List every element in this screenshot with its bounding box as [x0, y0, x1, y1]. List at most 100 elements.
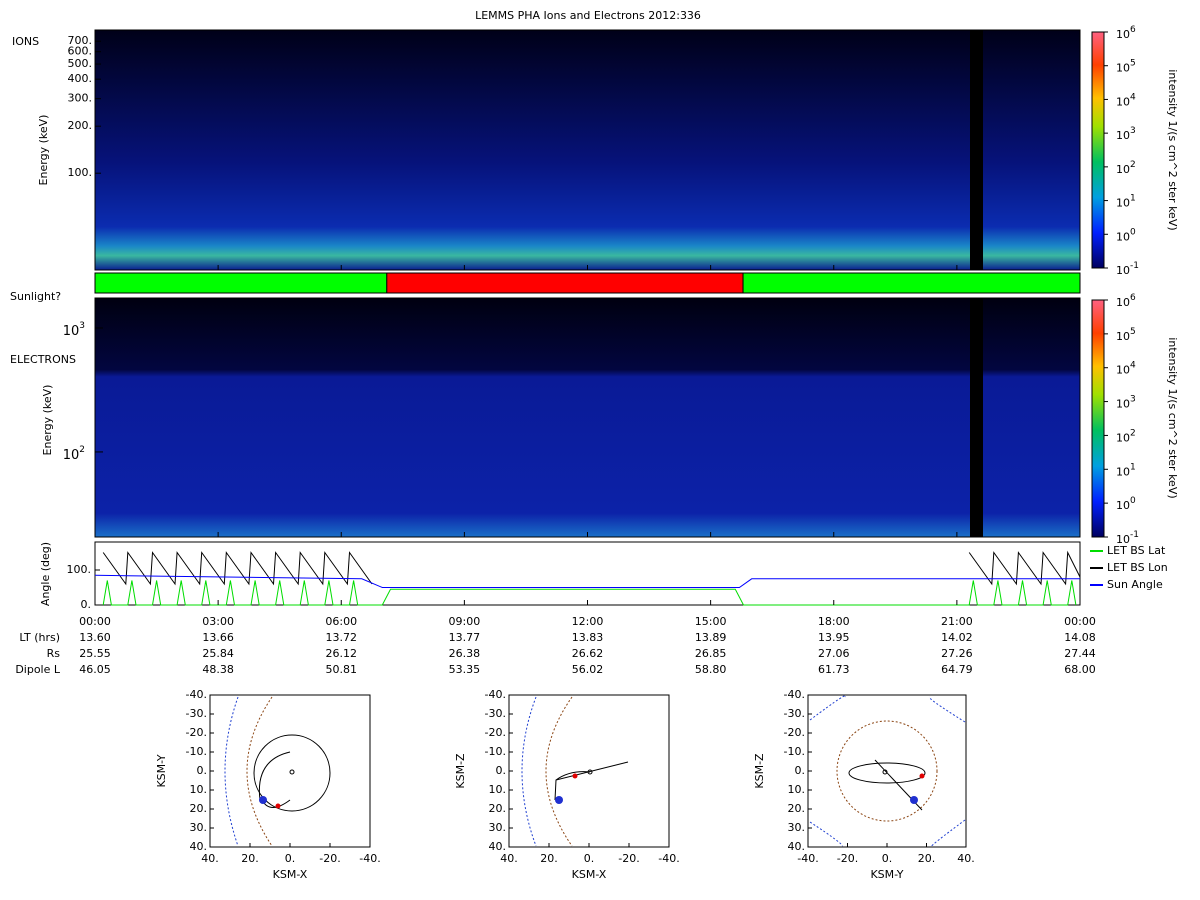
orbit-xlabel: KSM-X	[273, 868, 308, 881]
x-tick-label: 03:00	[202, 615, 234, 628]
tick-exponent: 2	[1130, 159, 1136, 169]
y-tick-label: 0.	[81, 598, 92, 611]
y-tick-label: 10.	[788, 783, 806, 796]
ephemeris-value: 48.38	[202, 663, 234, 676]
x-tick-label: 0.	[882, 852, 893, 865]
ephemeris-label: LT (hrs)	[19, 631, 60, 644]
y-tick-label: -10.	[784, 745, 805, 758]
y-tick-label: 700.	[68, 34, 93, 47]
ion-ylabel: Energy (keV)	[37, 115, 50, 186]
x-tick-label: 21:00	[941, 615, 973, 628]
ephemeris-value: 13.60	[79, 631, 111, 644]
angle-line	[102, 580, 1077, 606]
x-tick-label: 40.	[500, 852, 518, 865]
y-tick-label: 0.	[496, 764, 507, 777]
y-tick-label: 40.	[788, 840, 806, 853]
tick-exponent: 3	[79, 320, 85, 330]
tick-base: 10	[63, 447, 80, 462]
orbit-shapes	[224, 695, 966, 847]
tick-exponent: -1	[1130, 530, 1139, 540]
tick-base: 10	[1116, 330, 1130, 343]
tick-exponent: 5	[1130, 58, 1136, 68]
tick-base: 10	[1116, 364, 1130, 377]
tick-base: 10	[1116, 398, 1130, 411]
x-tick-label: -40.	[359, 852, 380, 865]
colorbar-label: intensity 1/(s cm^2 ster keV)	[1166, 69, 1179, 230]
y-tick-label: 100.	[68, 166, 93, 179]
x-tick-label: -20.	[618, 852, 639, 865]
y-tick-label: -40.	[485, 688, 506, 701]
tick-base: 10	[1116, 499, 1130, 512]
legend-label: Sun Angle	[1107, 578, 1163, 591]
tick-base: 10	[1116, 465, 1130, 478]
colorbar-label: intensity 1/(s cm^2 ster keV)	[1166, 337, 1179, 498]
x-tick-label: 06:00	[325, 615, 357, 628]
y-tick-label: 102	[63, 444, 85, 462]
electron-spectrogram	[95, 298, 1080, 537]
ephemeris-value: 25.55	[79, 647, 111, 660]
colorbar	[1091, 299, 1105, 538]
x-tick-label: -20.	[837, 852, 858, 865]
colorbar-tick-label: 102	[1116, 159, 1136, 176]
y-tick-label: 10.	[489, 783, 507, 796]
tick-exponent: 2	[79, 444, 85, 454]
x-tick-label: 20.	[540, 852, 558, 865]
ephemeris-label: Rs	[47, 647, 61, 660]
ephemeris-value: 27.26	[941, 647, 973, 660]
colorbar-tick-label: 100	[1116, 227, 1136, 244]
angle-frame	[94, 541, 1081, 606]
tick-base: 10	[63, 323, 80, 338]
y-tick-label: -20.	[784, 726, 805, 739]
colorbar-tick-label: 105	[1116, 58, 1136, 75]
angle-line	[94, 574, 1080, 588]
y-tick-label: 200.	[68, 119, 93, 132]
x-tick-label: -20.	[319, 852, 340, 865]
x-tick-label: 20.	[241, 852, 259, 865]
data-gap	[970, 298, 983, 537]
x-tick-label: 12:00	[572, 615, 604, 628]
ephemeris-value: 64.79	[941, 663, 973, 676]
ephemeris-value: 26.12	[326, 647, 358, 660]
sunlight-segment	[386, 272, 744, 294]
tick-exponent: 1	[1130, 462, 1136, 472]
tick-exponent: 4	[1130, 92, 1136, 102]
sunlight-label: Sunlight?	[10, 290, 61, 303]
colorbar-tick-label: 100	[1116, 496, 1136, 512]
ephemeris-value: 14.02	[941, 631, 973, 644]
y-tick-label: -20.	[186, 726, 207, 739]
tick-exponent: 3	[1130, 126, 1136, 136]
sunlight-segment	[94, 272, 388, 294]
tick-base: 10	[1116, 264, 1130, 277]
tick-base: 10	[1116, 95, 1130, 108]
x-tick-label: -40.	[797, 852, 818, 865]
y-tick-label: 0.	[197, 764, 208, 777]
orbit-ylabel: KSM-Y	[155, 754, 168, 787]
ephemeris-value: 26.85	[695, 647, 727, 660]
ephemeris-value: 68.00	[1064, 663, 1096, 676]
y-tick-label: 10.	[190, 783, 208, 796]
ephemeris-value: 25.84	[202, 647, 234, 660]
ephemeris-value: 56.02	[572, 663, 604, 676]
ephemeris-value: 58.80	[695, 663, 727, 676]
colorbar-tick-label: 10-1	[1116, 261, 1139, 278]
tick-base: 10	[1116, 163, 1130, 176]
y-tick-label: 300.	[68, 92, 93, 105]
tick-exponent: 6	[1130, 293, 1136, 303]
colorbar-tick-label: 105	[1116, 326, 1136, 343]
colorbar-tick-label: 103	[1116, 394, 1136, 411]
legend-label: LET BS Lon	[1107, 561, 1168, 574]
colorbar-tick-label: 103	[1116, 126, 1136, 143]
tick-base: 10	[1116, 533, 1130, 546]
y-tick-label: 40.	[489, 840, 507, 853]
orbit-frame	[508, 694, 670, 848]
colorbar-tick-label: 101	[1116, 462, 1136, 479]
y-tick-label: -30.	[485, 707, 506, 720]
y-tick-label: -30.	[186, 707, 207, 720]
tick-base: 10	[1116, 28, 1130, 41]
y-tick-label: 500.	[68, 57, 93, 70]
tick-exponent: -1	[1130, 261, 1139, 271]
ephemeris-value: 26.62	[572, 647, 604, 660]
colorbar-tick-label: 10-1	[1116, 530, 1139, 547]
x-tick-label: 40.	[957, 852, 975, 865]
